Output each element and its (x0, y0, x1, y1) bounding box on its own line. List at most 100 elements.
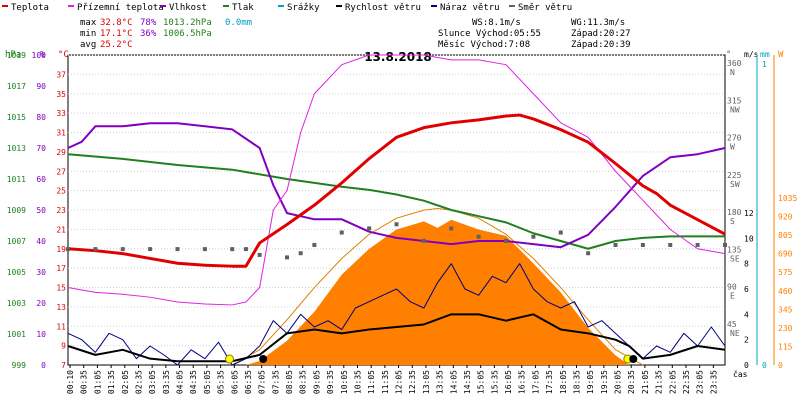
tick-dir-deg-2: 135 (727, 245, 742, 254)
tick-degc-15: 37 (56, 70, 66, 79)
tick-w-7: 805 (778, 231, 793, 240)
tick-time-5: 02:35 (134, 370, 143, 394)
wind-direction-point (504, 238, 508, 243)
wind-direction-point (175, 247, 180, 252)
stats-max-hum: 78% (140, 18, 157, 28)
tick-w-4: 460 (778, 287, 793, 296)
tick-time-44: 22:05 (668, 370, 677, 394)
tick-degc-12: 31 (56, 129, 66, 138)
temperature-line (67, 113, 726, 268)
tick-w-1: 115 (778, 342, 793, 351)
axis-unit-dir: ° (726, 50, 731, 60)
tick-dir-name-5: W (730, 143, 735, 152)
wind-direction-point (421, 238, 426, 243)
legend-item-6: Náraz větru (440, 3, 500, 13)
tick-degc-4: 15 (56, 284, 66, 293)
tick-ms-3: 6 (744, 285, 749, 294)
tick-pct-6: 60 (36, 175, 46, 184)
tick-time-19: 09:35 (326, 370, 335, 394)
tick-time-7: 03:35 (162, 370, 171, 394)
wind-direction-point (66, 247, 70, 252)
legend-item-5: Rychlost větru (345, 3, 421, 13)
legend-item-4: Srážky (287, 3, 320, 13)
axis-unit-hpa: hPa (5, 50, 21, 60)
tick-hpa-10: 1019 (7, 51, 26, 60)
tick-hpa-9: 1017 (7, 82, 26, 91)
tick-time-38: 19:05 (586, 370, 595, 394)
tick-dir-name-1: E (730, 292, 735, 301)
tick-degc-10: 27 (56, 167, 66, 176)
tick-time-20: 10:05 (340, 370, 349, 394)
tick-dir-name-4: SW (730, 180, 740, 189)
axis-unit-degc: °C (58, 50, 69, 60)
tick-time-2: 01:05 (93, 370, 102, 394)
tick-time-47: 23:35 (709, 370, 718, 394)
wind-direction-point (613, 242, 618, 247)
legend-item-7: Směr větru (518, 3, 572, 13)
tick-hpa-4: 1007 (7, 237, 26, 246)
legend-item-1: Přízemní teplota (77, 3, 164, 13)
wind-direction-point (120, 247, 125, 252)
axis-unit-ms: m/s (744, 50, 759, 59)
tick-ms-4: 8 (744, 260, 749, 269)
tick-degc-3: 13 (56, 303, 66, 312)
tick-degc-11: 29 (56, 148, 66, 157)
tick-degc-1: 9 (61, 342, 66, 351)
wind-direction-point (202, 247, 207, 252)
tick-w-8: 920 (778, 213, 793, 222)
tick-degc-6: 19 (56, 245, 66, 254)
tick-time-45: 22:35 (682, 370, 691, 394)
wind-direction-point (93, 247, 98, 252)
tick-dir-deg-6: 315 (727, 96, 742, 105)
stats-max-rain: 0.0mm (225, 18, 252, 28)
tick-time-29: 14:35 (463, 370, 472, 394)
tick-time-1: 00:35 (80, 370, 89, 394)
tick-ms-1: 2 (744, 336, 749, 345)
wind-direction-point (230, 247, 235, 252)
tick-pct-0: 0 (41, 361, 46, 370)
tick-dir-deg-7: 360 (727, 59, 742, 68)
tick-dir-deg-3: 180 (727, 208, 742, 217)
tick-ms-0: 0 (744, 361, 749, 370)
tick-time-31: 15:35 (490, 370, 499, 394)
tick-time-39: 19:35 (600, 370, 609, 394)
tick-w-0: 0 (778, 361, 783, 370)
tick-hpa-1: 1001 (7, 330, 26, 339)
moonrise-marker (259, 355, 268, 363)
wind-speed-line (67, 313, 726, 363)
tick-time-40: 20:05 (614, 370, 623, 394)
sunrise-marker (225, 354, 235, 364)
tick-pct-4: 40 (36, 237, 46, 246)
tick-time-41: 20:35 (627, 370, 636, 394)
legend-item-2: Vlhkost (169, 3, 207, 13)
wind-direction-point (449, 226, 454, 231)
tick-dir-name-6: NW (730, 105, 740, 114)
tick-degc-14: 35 (56, 90, 66, 99)
wind-direction-point (367, 226, 372, 231)
tick-time-8: 04:05 (176, 370, 185, 394)
tick-degc-0: 7 (61, 361, 66, 370)
wind-direction-point (148, 247, 153, 252)
tick-dir-name-7: N (730, 68, 735, 77)
tick-dir-deg-0: 45 (727, 320, 737, 329)
tick-pct-1: 10 (36, 330, 46, 339)
tick-pct-10: 100 (32, 51, 47, 60)
tick-time-3: 01:35 (107, 370, 116, 394)
tick-time-36: 18:05 (559, 370, 568, 394)
info-sunrise: Slunce Východ:05:55 (438, 29, 541, 39)
tick-hpa-7: 1013 (7, 144, 26, 153)
axes: 7911131517192123252729313335370102030405… (7, 51, 798, 394)
tick-degc-13: 33 (56, 109, 66, 118)
tick-time-26: 13:05 (422, 370, 431, 394)
tick-time-34: 17:05 (531, 370, 540, 394)
tick-pct-2: 20 (36, 299, 46, 308)
tick-time-32: 16:05 (504, 370, 513, 394)
info-moonset: Západ:20:39 (571, 40, 631, 50)
tick-time-46: 23:05 (696, 370, 705, 394)
tick-w-3: 345 (778, 305, 793, 314)
tick-time-10: 05:05 (203, 370, 212, 394)
axis-unit-pct: % (40, 50, 46, 60)
wind-direction-point (723, 242, 727, 247)
tick-hpa-0: 999 (12, 361, 27, 370)
